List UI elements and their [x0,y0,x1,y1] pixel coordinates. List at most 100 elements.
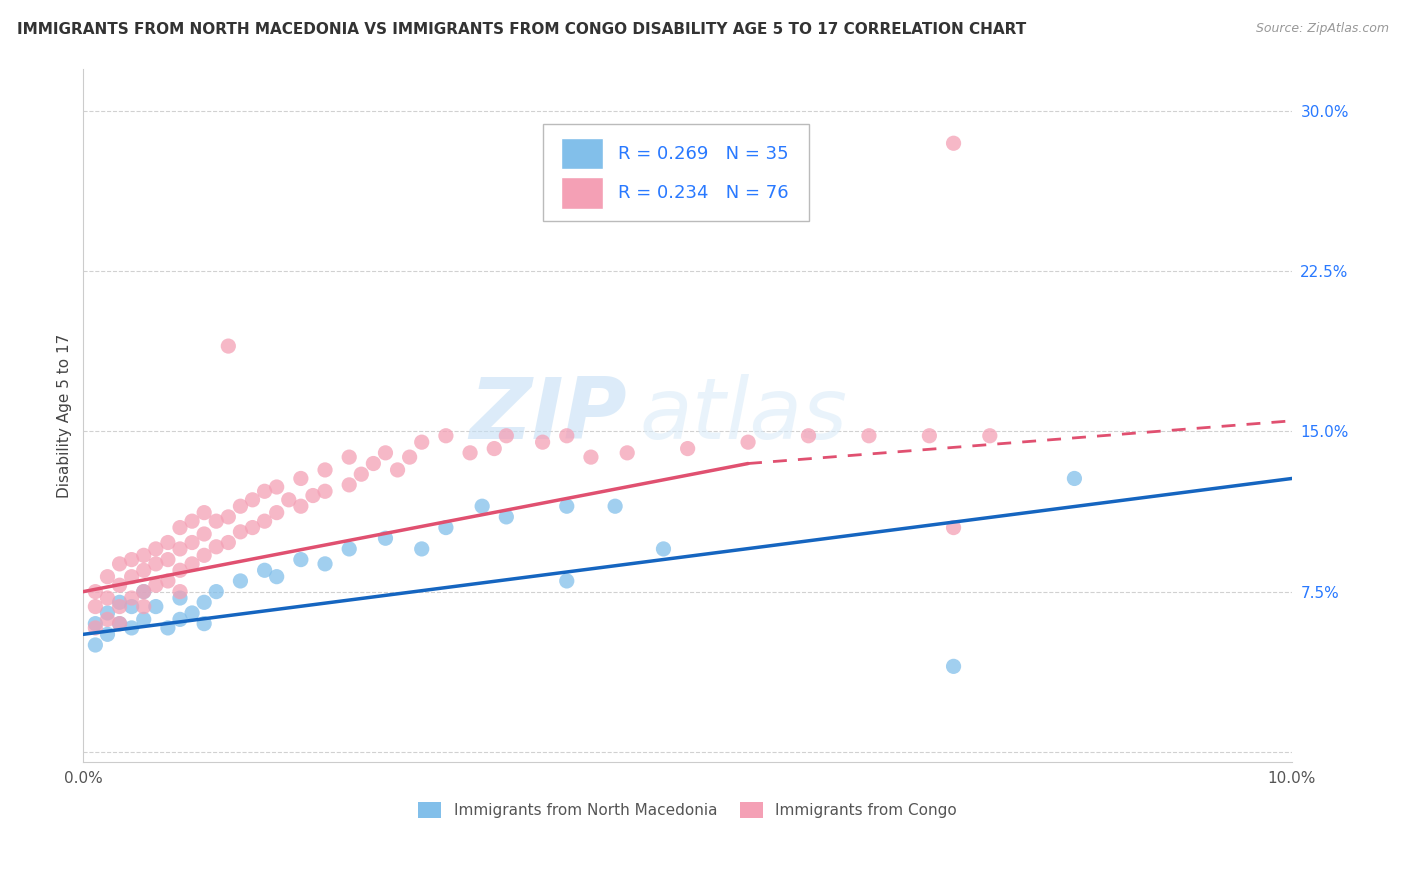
Point [253,514,276,528]
Point [314,463,336,477]
Point [205,540,228,554]
Point [797,429,820,443]
Point [253,563,276,577]
Point [652,541,675,556]
Point [858,429,880,443]
Point [555,500,578,514]
Point [495,429,517,443]
Point [737,435,759,450]
Point [181,535,204,549]
Point [277,492,299,507]
Point [531,435,554,450]
Point [266,506,288,520]
Point [434,520,457,534]
Point [217,535,239,549]
Point [676,442,699,456]
Y-axis label: Disability Age 5 to 17: Disability Age 5 to 17 [58,334,72,498]
Point [108,595,131,609]
Point [193,616,215,631]
Point [266,480,288,494]
Text: R = 0.234   N = 76: R = 0.234 N = 76 [617,185,789,202]
Point [337,450,360,464]
Point [121,570,143,584]
Point [84,616,107,631]
Point [411,541,433,556]
Point [217,509,239,524]
FancyBboxPatch shape [561,178,603,209]
Point [471,500,494,514]
Point [217,339,239,353]
Point [434,429,457,443]
Point [242,492,264,507]
Point [84,584,107,599]
Point [484,442,506,456]
Point [411,435,433,450]
Legend: Immigrants from North Macedonia, Immigrants from Congo: Immigrants from North Macedonia, Immigra… [412,796,963,824]
Point [108,616,131,631]
Point [229,500,252,514]
Point [942,659,965,673]
Point [156,552,179,566]
Point [121,591,143,605]
Point [156,621,179,635]
Point [229,524,252,539]
Point [458,446,481,460]
Point [205,584,228,599]
Text: atlas: atlas [640,374,848,457]
Point [253,484,276,499]
Point [145,541,167,556]
Point [132,584,155,599]
Point [193,595,215,609]
Point [555,574,578,588]
Point [169,584,191,599]
Point [193,506,215,520]
Point [84,599,107,614]
Point [942,136,965,151]
Point [374,446,396,460]
Point [121,621,143,635]
Point [193,527,215,541]
Point [205,514,228,528]
Text: IMMIGRANTS FROM NORTH MACEDONIA VS IMMIGRANTS FROM CONGO DISABILITY AGE 5 TO 17 : IMMIGRANTS FROM NORTH MACEDONIA VS IMMIG… [17,22,1026,37]
FancyBboxPatch shape [543,124,808,221]
Point [314,484,336,499]
Point [181,514,204,528]
Point [918,429,941,443]
Point [398,450,420,464]
Point [145,599,167,614]
Point [387,463,409,477]
Point [942,520,965,534]
Point [169,541,191,556]
Point [96,570,118,584]
Point [193,549,215,563]
Point [290,471,312,485]
Point [181,557,204,571]
Point [145,578,167,592]
Text: Source: ZipAtlas.com: Source: ZipAtlas.com [1256,22,1389,36]
Point [229,574,252,588]
Point [1063,471,1085,485]
Point [169,520,191,534]
Point [121,599,143,614]
Point [266,570,288,584]
Point [132,549,155,563]
Point [290,552,312,566]
Point [579,450,602,464]
Point [181,606,204,620]
Text: R = 0.269   N = 35: R = 0.269 N = 35 [617,145,789,163]
Point [337,541,360,556]
Point [84,621,107,635]
Point [96,627,118,641]
Point [132,612,155,626]
Point [156,574,179,588]
Point [979,429,1001,443]
Point [302,489,325,503]
Point [156,535,179,549]
Point [145,557,167,571]
Point [337,478,360,492]
Point [495,509,517,524]
Point [555,429,578,443]
Point [108,616,131,631]
Point [132,584,155,599]
Point [616,446,638,460]
